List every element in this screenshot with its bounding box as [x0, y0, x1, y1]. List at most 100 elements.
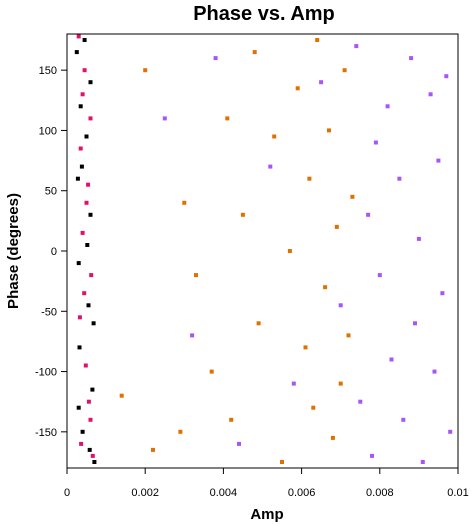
data-point	[338, 303, 343, 308]
plot-frame	[66, 33, 459, 469]
data-point	[307, 176, 312, 181]
data-point	[311, 405, 316, 410]
data-point	[385, 104, 390, 109]
data-point	[84, 134, 89, 139]
data-point	[315, 38, 320, 42]
y-tick-label: -100	[35, 367, 57, 379]
data-point	[86, 182, 91, 187]
x-tick-label: 0.004	[210, 487, 238, 499]
data-point	[80, 230, 85, 235]
data-point	[190, 333, 195, 338]
data-point	[151, 447, 155, 452]
data-point	[83, 363, 88, 368]
data-point	[88, 212, 93, 217]
data-point	[86, 399, 91, 404]
data-point	[86, 303, 91, 308]
data-point	[75, 176, 80, 181]
y-tick-label: 50	[45, 186, 57, 198]
data-point	[319, 80, 324, 85]
data-point	[237, 441, 241, 446]
x-axis: 0 0.002 0.004 0.006 0.008 0.01	[64, 468, 469, 499]
data-point	[432, 369, 437, 374]
data-point	[389, 357, 394, 362]
data-point	[92, 460, 97, 464]
data-point	[327, 128, 331, 133]
data-point	[90, 453, 95, 458]
data-point	[194, 273, 198, 278]
data-point	[436, 158, 441, 163]
data-point	[76, 405, 81, 410]
data-point	[401, 417, 406, 422]
x-tick-label: 0.006	[288, 487, 316, 499]
data-point	[182, 200, 187, 205]
data-point	[76, 34, 81, 39]
y-tick-label: -150	[35, 427, 57, 439]
data-point	[143, 68, 148, 73]
x-tick-label: 0.002	[131, 487, 159, 499]
data-point	[90, 387, 95, 392]
data-point	[82, 68, 87, 73]
data-point	[440, 291, 445, 296]
data-point	[420, 460, 425, 464]
data-point	[346, 333, 351, 338]
y-tick-label: 0	[51, 246, 57, 258]
data-point	[74, 50, 79, 55]
data-point	[272, 134, 277, 139]
y-axis: -150 -100 -50 0 50 100 150	[35, 65, 67, 439]
data-point	[229, 417, 234, 422]
data-point	[80, 92, 85, 97]
data-point	[413, 321, 417, 326]
y-tick-label: 100	[39, 125, 57, 137]
data-point	[77, 315, 82, 320]
data-point	[82, 291, 87, 296]
data-point	[85, 243, 90, 247]
data-point	[291, 381, 296, 386]
data-point	[256, 321, 261, 326]
y-tick-label: -50	[41, 306, 57, 318]
data-point	[80, 429, 85, 434]
data-point	[209, 369, 214, 374]
data-point	[213, 56, 218, 61]
data-point	[397, 176, 402, 181]
data-point	[78, 104, 83, 109]
data-point	[377, 273, 382, 278]
data-point	[178, 429, 183, 434]
data-point	[330, 435, 335, 440]
data-point	[82, 38, 87, 42]
data-point	[225, 116, 230, 121]
x-tick-label: 0.01	[447, 487, 468, 499]
data-point	[350, 194, 355, 199]
data-point	[370, 453, 374, 458]
data-point	[409, 56, 414, 61]
data-point	[287, 249, 292, 253]
data-point	[444, 74, 449, 79]
x-axis-label: Amp	[250, 506, 283, 523]
data-point	[119, 393, 124, 398]
x-tick-label: 0.008	[366, 487, 394, 499]
y-tick-label: 150	[39, 65, 57, 77]
chart-title: Phase vs. Amp	[193, 3, 335, 25]
data-point	[252, 50, 257, 55]
data-point	[77, 345, 82, 350]
x-tick-label: 0	[64, 487, 70, 499]
data-point	[342, 68, 347, 73]
data-point	[89, 273, 94, 278]
data-point	[88, 80, 93, 85]
data-point	[79, 164, 84, 169]
data-point	[323, 285, 328, 290]
data-point	[91, 321, 96, 326]
data-point	[334, 224, 339, 229]
data-point	[76, 261, 81, 266]
data-point	[88, 116, 93, 121]
data-point	[79, 441, 84, 446]
data-point	[78, 146, 83, 151]
data-point	[358, 399, 363, 404]
data-point	[303, 345, 308, 350]
data-point	[428, 92, 433, 97]
data-point	[354, 44, 359, 49]
data-point	[416, 236, 421, 241]
data-point	[84, 200, 89, 205]
y-axis-label: Phase (degrees)	[5, 193, 22, 309]
data-point	[338, 381, 343, 386]
